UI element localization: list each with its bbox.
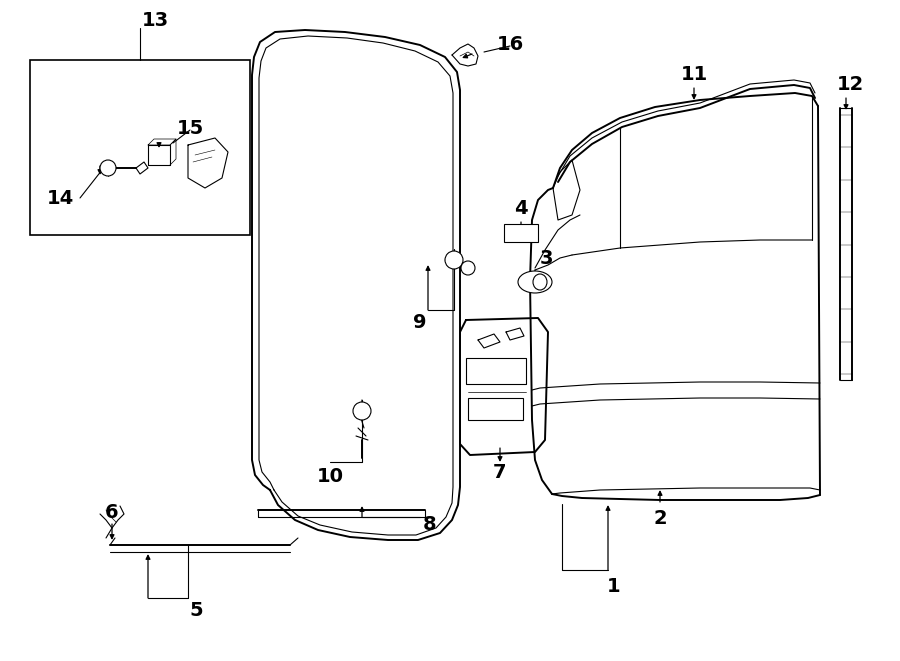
Text: 14: 14 bbox=[47, 188, 74, 208]
Circle shape bbox=[461, 261, 475, 275]
Text: 16: 16 bbox=[497, 34, 524, 54]
Circle shape bbox=[445, 251, 463, 269]
Text: 9: 9 bbox=[413, 313, 427, 332]
Bar bbox=[468, 398, 523, 420]
Text: 8: 8 bbox=[423, 514, 436, 533]
Text: 2: 2 bbox=[653, 508, 667, 527]
Bar bbox=[504, 224, 538, 242]
Text: 12: 12 bbox=[836, 75, 864, 93]
Text: 7: 7 bbox=[493, 463, 507, 481]
Bar bbox=[466, 358, 526, 384]
Text: 13: 13 bbox=[141, 11, 168, 30]
Text: 4: 4 bbox=[514, 198, 527, 217]
Text: 6: 6 bbox=[105, 502, 119, 522]
Text: 15: 15 bbox=[176, 118, 203, 137]
Text: 3: 3 bbox=[539, 249, 553, 268]
Circle shape bbox=[100, 160, 116, 176]
Text: 11: 11 bbox=[680, 65, 707, 85]
Ellipse shape bbox=[518, 271, 552, 293]
Text: 10: 10 bbox=[317, 467, 344, 485]
Bar bbox=[30, 60, 250, 235]
Text: 1: 1 bbox=[608, 576, 621, 596]
Ellipse shape bbox=[533, 274, 547, 290]
Circle shape bbox=[353, 402, 371, 420]
Text: 5: 5 bbox=[189, 600, 202, 619]
